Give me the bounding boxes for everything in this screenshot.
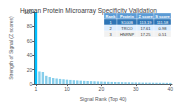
svg-text:0.98: 0.98	[159, 26, 168, 31]
svg-text:60: 60	[27, 38, 33, 44]
svg-text:80: 80	[27, 23, 33, 29]
svg-text:17.61: 17.61	[140, 26, 151, 31]
svg-text:Rank: Rank	[106, 14, 117, 19]
svg-text:30: 30	[133, 86, 139, 92]
svg-text:Z score: Z score	[138, 14, 153, 19]
svg-text:1: 1	[109, 20, 112, 25]
svg-text:40: 40	[167, 86, 173, 92]
svg-text:0.51: 0.51	[159, 32, 168, 37]
svg-text:TRCO: TRCO	[121, 26, 132, 31]
svg-text:Protein: Protein	[120, 14, 134, 19]
svg-text:2: 2	[109, 26, 112, 31]
svg-text:10: 10	[64, 86, 70, 92]
svg-text:20: 20	[99, 86, 105, 92]
svg-text:0: 0	[29, 81, 32, 87]
svg-text:3: 3	[109, 32, 112, 37]
svg-text:S100B: S100B	[121, 20, 133, 25]
svg-text:S score: S score	[155, 14, 170, 19]
svg-text:Strength of Signal (Z scores): Strength of Signal (Z scores)	[8, 16, 14, 80]
svg-text:Signal Rank (Top 40): Signal Rank (Top 40)	[80, 96, 127, 102]
svg-text:20: 20	[27, 67, 33, 73]
svg-text:HNRNP: HNRNP	[120, 32, 135, 37]
svg-text:111.58: 111.58	[157, 20, 169, 25]
svg-text:40: 40	[27, 52, 33, 58]
svg-text:17.25: 17.25	[140, 32, 151, 37]
svg-text:113.19: 113.19	[140, 20, 153, 25]
svg-text:Human Protein Microarray Speci: Human Protein Microarray Specificity Val…	[20, 7, 157, 14]
svg-text:1: 1	[35, 86, 38, 92]
